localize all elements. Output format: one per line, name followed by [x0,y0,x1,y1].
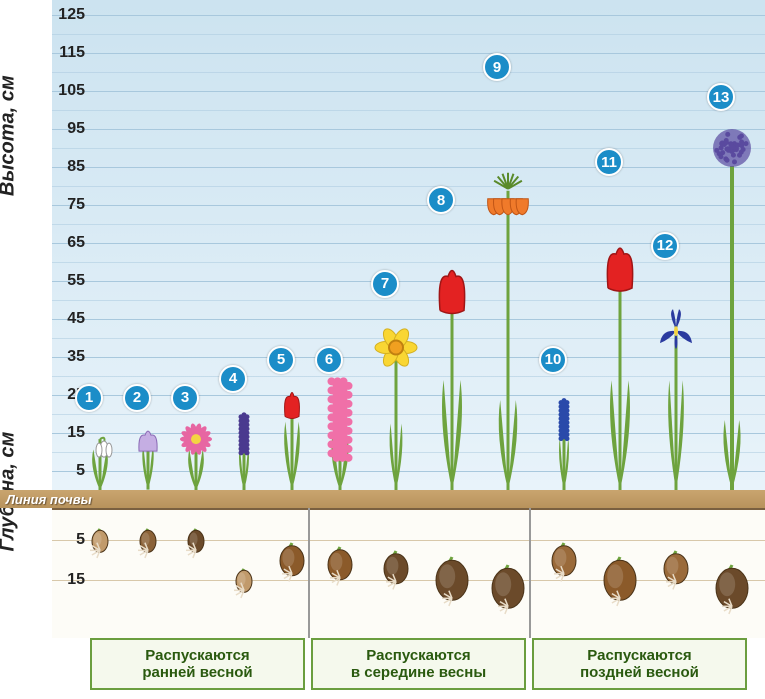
y-tick-115: 115 [55,44,85,62]
y-tick-15: 15 [55,424,85,442]
bulb-13 [711,563,753,617]
plant-badge-7: 7 [371,270,399,298]
plant-badge-4: 4 [219,365,247,393]
bloom-group-1: Распускаютсяранней весной [90,638,305,690]
bulb-6 [324,545,356,589]
bloom-group-label: Распускаютсяранней весной [142,647,252,682]
bloom-group-3: Распускаютсяпоздней весной [532,638,747,690]
bulb-1 [89,527,111,561]
y-tick-35: 35 [55,348,85,366]
height-axis-title: Высота, см [0,75,20,196]
bloom-group-label: Распускаютсяв середине весны [351,647,486,682]
plant-badge-11: 11 [595,148,623,176]
plant-badge-2: 2 [123,384,151,412]
plant-badge-6: 6 [315,346,343,374]
bloom-group-label: Распускаютсяпоздней весной [580,647,699,682]
y-tick-95: 95 [55,120,85,138]
plant-badge-8: 8 [427,186,455,214]
bulb-10 [548,541,580,585]
bulb-5 [276,541,308,585]
bulb-9 [487,563,529,617]
bulb-8 [431,555,473,609]
plant-badge-3: 3 [171,384,199,412]
y-tick-45: 45 [55,310,85,328]
bulb-3 [185,527,207,561]
y-tick-5: 5 [55,462,85,480]
bulb-12 [660,549,692,593]
y-tick-55: 55 [55,272,85,290]
plant-badge-1: 1 [75,384,103,412]
bulb-4 [233,567,255,601]
bulb-7 [380,549,412,593]
plant-badge-12: 12 [651,232,679,260]
soil-line-label: Линия почвы [6,492,92,507]
bulb-2 [137,527,159,561]
plant-badge-5: 5 [267,346,295,374]
plant-badge-9: 9 [483,53,511,81]
y-tick-85: 85 [55,158,85,176]
y-tick-125: 125 [55,6,85,24]
depth-tick-15: 15 [55,571,85,589]
soil-line: Линия почвы [0,490,765,508]
y-tick-65: 65 [55,234,85,252]
depth-tick-5: 5 [55,531,85,549]
bulb-11 [599,555,641,609]
bulb-planting-chart: 5152535455565758595105115125 Высота, см … [0,0,765,699]
y-tick-105: 105 [55,82,85,100]
y-tick-75: 75 [55,196,85,214]
plant-badge-10: 10 [539,346,567,374]
bloom-group-2: Распускаютсяв середине весны [311,638,526,690]
